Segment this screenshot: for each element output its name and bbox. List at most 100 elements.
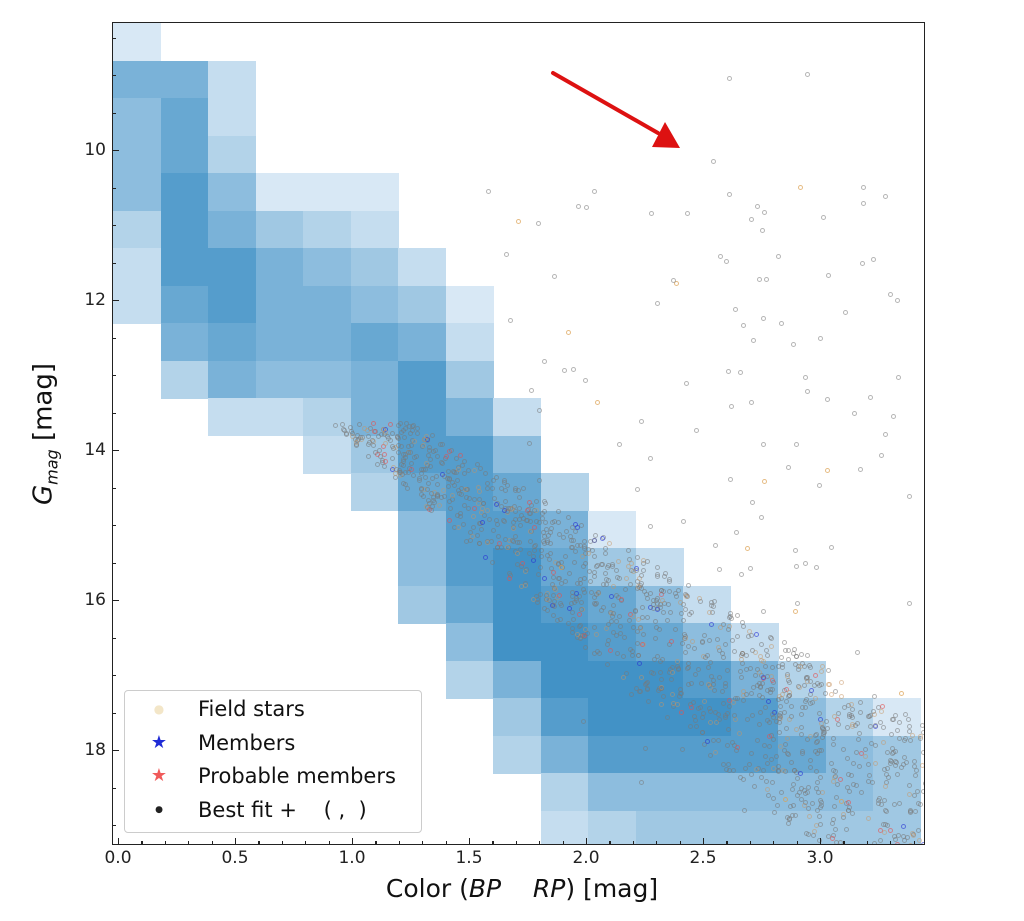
y-tick-label: 16 [84,590,106,610]
star-point [483,471,489,477]
star-point [634,486,640,492]
star-point [563,553,569,559]
star-point [406,466,412,472]
star-point [916,827,922,833]
star-point [532,525,538,531]
star-point [897,719,903,725]
star-point [806,785,812,791]
star-point [781,640,787,645]
y-tick-label: 14 [84,440,106,460]
star-point [482,555,488,561]
star-point [833,794,839,800]
star-point [825,272,831,278]
star-point [626,548,632,554]
star-point [761,442,767,448]
star-point [831,817,837,823]
star-point [570,544,576,550]
star-point [658,588,664,594]
star-point [761,608,767,614]
star-point [521,486,527,492]
star-point [491,527,497,533]
star-point [794,775,800,781]
star-point [636,653,642,659]
star-point [639,780,645,786]
star-point [436,503,442,509]
star-point [914,789,920,795]
star-point [426,501,432,507]
heatmap-cell [588,698,636,736]
star-point [769,674,775,679]
star-point [526,441,532,447]
star-point [603,545,609,551]
star-point [683,593,689,599]
star-point [877,837,883,843]
star-point [471,468,477,474]
star-point [674,658,680,664]
star-point [645,685,651,691]
star-point [548,540,554,546]
x-tick [235,838,237,845]
star-point [542,605,548,611]
star-point [793,548,799,554]
x-tick [609,841,611,845]
star-point [749,217,755,223]
star-point [702,699,708,705]
x-tick [843,841,845,845]
star-point [611,602,617,608]
star-point [708,753,714,759]
x-tick-label: 1.0 [338,848,366,868]
star-point [639,605,645,611]
star-point [817,716,823,722]
star-point [723,642,729,648]
star-point [887,292,893,298]
star-point [838,679,844,685]
star-point [872,840,878,844]
x-tick [586,838,588,845]
star-point [696,705,701,711]
x-tick [492,841,494,845]
x-tick [913,841,915,845]
star-point [799,711,805,717]
star-point [573,522,579,528]
star-point [865,713,871,719]
star-point [547,529,553,535]
heatmap-cell [208,60,256,99]
star-point [591,538,597,544]
x-tick-label: 0.0 [104,848,132,868]
heatmap-cell [113,248,161,286]
star-point [431,497,437,503]
star-point [891,801,897,807]
star-point [782,648,788,654]
star-point [762,663,768,669]
heatmap-cell [540,773,589,811]
star-point [617,623,623,629]
star-point [395,423,401,429]
x-tick [796,841,798,845]
star-point [702,632,708,638]
star-point [549,581,555,587]
star-point [781,768,787,774]
x-axis-label: Color (BP RP) [mag] [385,874,659,903]
star-point [746,762,752,768]
star-point [524,566,530,572]
star-point [683,606,689,612]
star-point [868,741,874,747]
star-point [887,827,893,833]
star-point [818,821,824,827]
star-point [501,477,507,483]
star-point [448,448,454,454]
star-point [616,559,622,565]
star-point [707,720,713,726]
star-point [652,656,658,662]
star-point [815,789,821,795]
star-point [414,430,420,436]
star-point [630,625,636,631]
star-point [617,442,623,448]
star-point [813,565,819,571]
star-point [492,496,498,502]
star-point [875,800,881,806]
y-tick [112,750,119,752]
star-point [561,368,567,373]
star-point [683,650,689,656]
star-point [884,771,890,777]
